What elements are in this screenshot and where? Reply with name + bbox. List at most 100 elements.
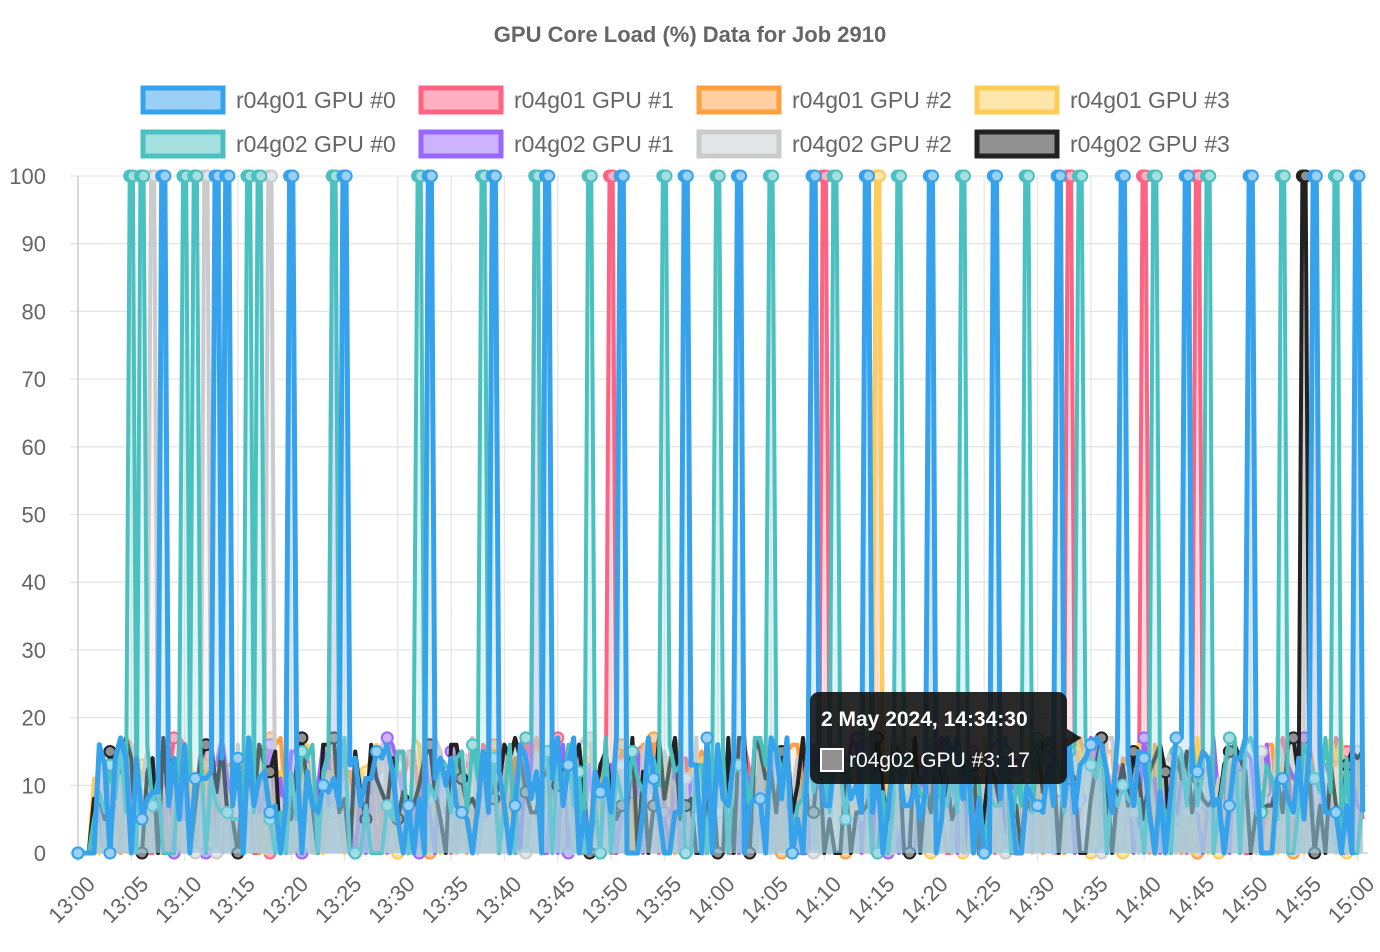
data-point (958, 169, 971, 183)
x-tick-label: 13:45 (523, 871, 580, 928)
data-point (508, 799, 522, 813)
data-point (1308, 846, 1322, 860)
data-point (785, 846, 799, 860)
y-tick-label: 60 (22, 435, 46, 460)
data-point (348, 846, 362, 860)
data-point (424, 169, 438, 183)
data-point (1329, 805, 1343, 819)
data-point (1309, 169, 1323, 183)
data-point (1149, 169, 1163, 183)
data-point (807, 846, 821, 860)
x-tick-label: 13:20 (257, 871, 314, 928)
data-point (616, 169, 630, 183)
x-tick-label: 14:05 (736, 871, 793, 928)
x-tick-label: 13:30 (363, 871, 420, 928)
data-point (990, 169, 1003, 183)
data-point (593, 785, 607, 799)
legend-label: r04g02 GPU #3 (1070, 131, 1230, 157)
x-tick-label: 13:05 (97, 871, 154, 928)
data-point (188, 772, 202, 785)
legend: r04g01 GPU #0 r04g01 GPU #1 r04g01 GPU #2 r… (140, 85, 1230, 159)
tooltip: 2 May 2024, 14:34:30 r04g02 GPU #3: 17 (810, 692, 1082, 784)
data-point (402, 799, 415, 813)
data-point (1084, 758, 1098, 772)
y-axis: 0 10 20 30 40 50 60 70 80 90 100 (9, 164, 46, 866)
x-tick-label: 14:25 (950, 871, 1007, 928)
data-point (103, 846, 117, 860)
data-point (519, 846, 533, 860)
tooltip-box (810, 692, 1067, 784)
data-point (220, 805, 234, 819)
data-point (1084, 738, 1098, 752)
data-point (1222, 731, 1236, 745)
data-point (339, 169, 353, 183)
data-point (210, 846, 224, 860)
data-point (926, 169, 939, 183)
legend-swatch (696, 85, 782, 115)
x-tick-label: 14:10 (790, 871, 847, 928)
tooltip-swatch (820, 748, 844, 772)
data-point (753, 792, 767, 806)
x-tick-label: 14:20 (896, 871, 953, 928)
y-tick-label: 50 (22, 503, 46, 528)
y-tick-label: 0 (34, 841, 46, 866)
tooltip-title: 2 May 2024, 14:34:30 (821, 708, 1028, 731)
legend-swatch (418, 85, 504, 115)
legend-swatch (974, 85, 1060, 115)
x-axis: 13:0013:0513:1013:1513:2013:2513:3013:35… (43, 871, 1379, 928)
legend-label: r04g02 GPU #1 (514, 131, 674, 157)
x-tick-label: 13:35 (417, 871, 474, 928)
x-tick-label: 14:00 (683, 871, 740, 928)
data-point (839, 812, 853, 826)
legend-swatch (696, 129, 782, 159)
data-point (712, 169, 726, 183)
legend-swatch (418, 129, 504, 159)
data-point (466, 738, 479, 752)
data-point (1116, 778, 1130, 792)
legend-swatch (140, 85, 226, 115)
data-point (1331, 169, 1345, 183)
x-tick-label: 13:25 (310, 871, 367, 928)
data-point (872, 169, 886, 183)
x-tick-label: 14:55 (1269, 871, 1326, 928)
data-point (1021, 169, 1035, 183)
data-point (190, 169, 204, 183)
data-point (380, 731, 394, 745)
y-tick-label: 80 (22, 299, 46, 324)
legend-label: r04g01 GPU #2 (792, 87, 952, 113)
legend-swatch (140, 129, 226, 159)
legend-swatch (974, 129, 1060, 159)
data-point (977, 846, 991, 860)
data-point (1116, 846, 1130, 860)
data-point (1169, 731, 1183, 745)
data-point (316, 778, 330, 792)
x-tick-label: 14:40 (1109, 871, 1166, 928)
data-point (766, 169, 780, 183)
data-point (231, 751, 245, 765)
legend-label: r04g01 GPU #0 (236, 87, 396, 113)
tooltip-caret (1067, 728, 1082, 747)
data-point (1117, 169, 1131, 183)
data-point (1352, 169, 1366, 183)
data-point (1286, 731, 1300, 745)
data-point (679, 846, 693, 860)
tooltip-label: r04g02 GPU #3: 17 (849, 749, 1030, 772)
series-group (71, 169, 1366, 860)
y-tick-label: 90 (22, 232, 46, 257)
data-point (584, 169, 598, 183)
y-tick-label: 100 (9, 164, 46, 189)
data-point (1181, 169, 1195, 183)
data-point (135, 812, 149, 826)
x-tick-label: 14:50 (1216, 871, 1273, 928)
data-point (71, 846, 85, 860)
data-point (1137, 751, 1151, 765)
y-tick-label: 40 (22, 570, 46, 595)
data-point (700, 731, 714, 745)
data-point (862, 169, 875, 183)
data-point (455, 805, 469, 819)
x-tick-label: 13:50 (576, 871, 633, 928)
x-tick-label: 14:35 (1056, 871, 1113, 928)
data-point (519, 731, 533, 745)
